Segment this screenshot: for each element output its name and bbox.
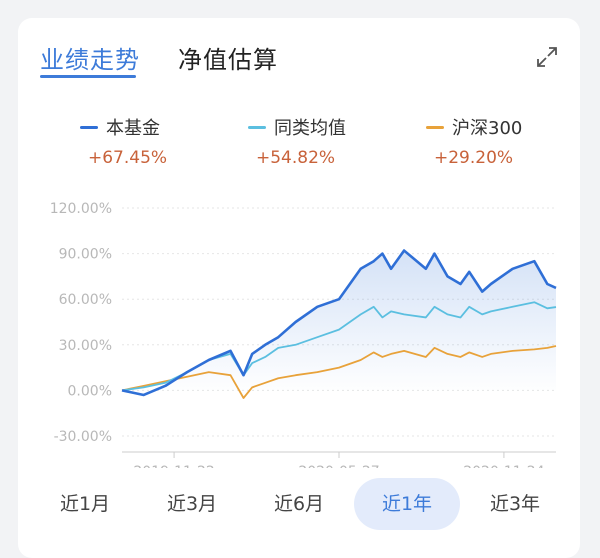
y-tick-label: 120.00% bbox=[50, 201, 112, 217]
legend-item-fund: 本基金 +67.45% bbox=[80, 114, 167, 168]
peer-average-line bbox=[121, 301, 557, 392]
y-tick-label: -30.00% bbox=[54, 429, 112, 445]
tab-performance[interactable]: 业绩走势 bbox=[40, 46, 140, 74]
y-tick-label: 30.00% bbox=[59, 338, 112, 354]
performance-chart: 120.00% 90.00% 60.00% 30.00% 0.00% -30.00% 201… bbox=[50, 201, 557, 468]
range-button[interactable]: 近6月 bbox=[273, 493, 325, 515]
range-button[interactable]: 近3月 bbox=[166, 493, 218, 515]
y-tick-label: 60.00% bbox=[59, 292, 112, 308]
performance-card: 业绩走势 净值估算 本基金 +67.45% 同类均值 +54.82% 沪深300… bbox=[18, 18, 580, 558]
tab-underline bbox=[40, 75, 136, 78]
tab-nav-estimate[interactable]: 净值估算 bbox=[178, 46, 278, 74]
legend-label-csi300: 沪深300 bbox=[452, 118, 523, 139]
range-selector: 近1月 近3月 近6月 近1年 近3年 bbox=[18, 478, 580, 532]
range-button[interactable]: 近1年 bbox=[354, 478, 460, 530]
x-tick-label: 2020-05-27 bbox=[298, 464, 379, 468]
range-button[interactable]: 近1月 bbox=[59, 493, 111, 515]
legend-value-csi300: +29.20% bbox=[434, 148, 514, 168]
legend-value-peer-average: +54.82% bbox=[256, 148, 336, 168]
legend-item-csi300: 沪深300 +29.20% bbox=[426, 114, 522, 168]
range-button[interactable]: 近3年 bbox=[489, 493, 541, 515]
fund-area bbox=[122, 250, 556, 395]
legend-swatch-peer-average bbox=[248, 125, 266, 129]
csi300-line bbox=[121, 345, 557, 399]
y-tick-label: 90.00% bbox=[59, 247, 112, 263]
legend-label-peer-average: 同类均值 bbox=[274, 118, 346, 139]
x-tick-label: 2020-11-24 bbox=[463, 464, 544, 468]
legend-swatch-fund bbox=[80, 125, 98, 129]
x-tick-label: 2019-11-22 bbox=[133, 464, 214, 468]
legend-value-fund: +67.45% bbox=[88, 148, 168, 168]
expand-icon[interactable] bbox=[536, 46, 558, 68]
fund-line bbox=[121, 249, 557, 397]
y-tick-label: 0.00% bbox=[68, 383, 112, 399]
legend-label-fund: 本基金 bbox=[106, 118, 160, 139]
legend-item-peer-average: 同类均值 +54.82% bbox=[248, 114, 346, 168]
legend-swatch-csi300 bbox=[426, 125, 444, 129]
